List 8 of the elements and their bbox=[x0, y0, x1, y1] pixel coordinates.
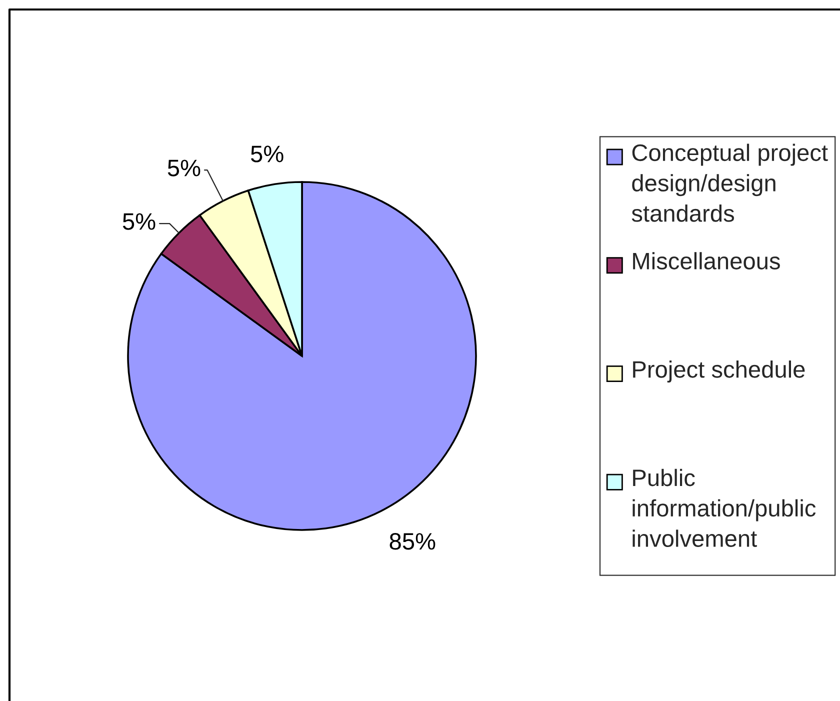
legend-label: Project schedule bbox=[633, 360, 805, 382]
legend-label: Conceptual project design/design standards bbox=[632, 144, 828, 222]
legend-label: Miscellaneous bbox=[633, 252, 780, 270]
data-label: 5% bbox=[168, 160, 200, 176]
data-label: 85% bbox=[390, 533, 436, 550]
legend-label: Public information/public involvement bbox=[632, 468, 816, 547]
data-label: 5% bbox=[250, 146, 284, 162]
data-label: 5% bbox=[122, 213, 156, 230]
